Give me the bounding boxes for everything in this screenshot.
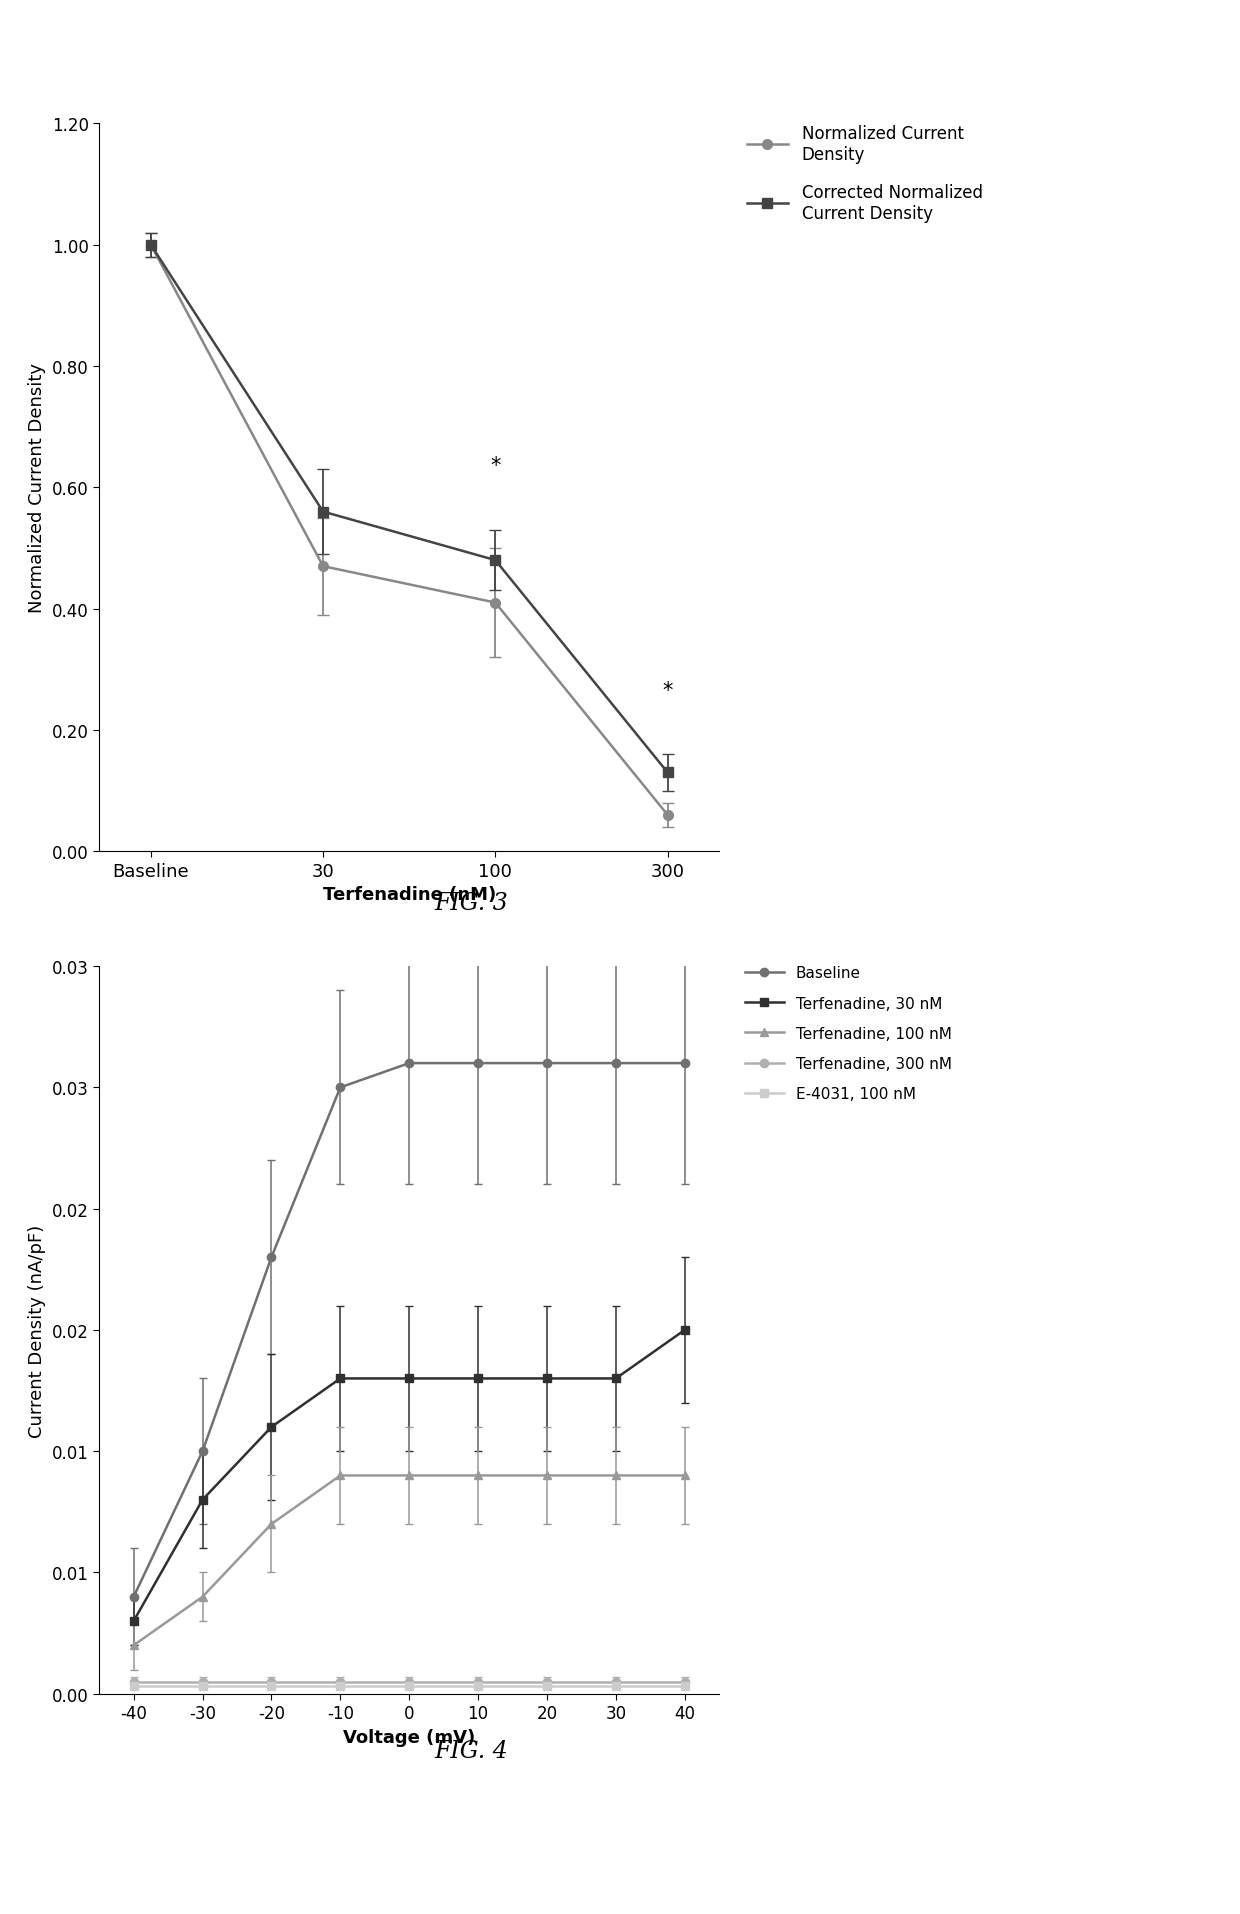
Text: *: * <box>662 679 673 701</box>
Legend: Baseline, Terfenadine, 30 nM, Terfenadine, 100 nM, Terfenadine, 300 nM, E-4031, : Baseline, Terfenadine, 30 nM, Terfenadin… <box>739 959 957 1108</box>
X-axis label: Voltage (mV): Voltage (mV) <box>343 1728 475 1746</box>
Text: FIG. 3: FIG. 3 <box>434 892 508 915</box>
Y-axis label: Normalized Current Density: Normalized Current Density <box>29 364 46 612</box>
Text: FIG. 4: FIG. 4 <box>434 1740 508 1763</box>
Text: *: * <box>490 456 501 477</box>
Y-axis label: Current Density (nA/pF): Current Density (nA/pF) <box>29 1223 46 1437</box>
Legend: Normalized Current
Density, Corrected Normalized
Current Density: Normalized Current Density, Corrected No… <box>740 119 990 230</box>
X-axis label: Terfenadine (nM): Terfenadine (nM) <box>322 886 496 903</box>
